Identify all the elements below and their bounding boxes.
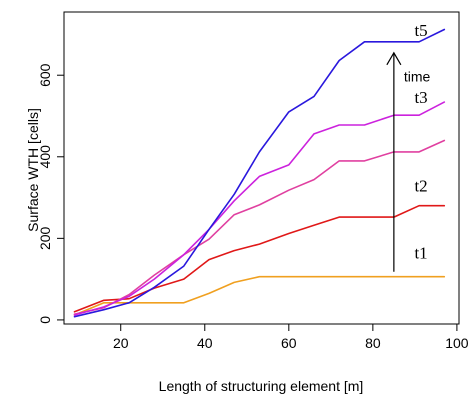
series-label-t2: t2 [414,177,427,196]
x-tick-label: 60 [281,335,297,351]
x-tick-label: 100 [445,335,469,351]
annotation-layer: time [386,51,431,272]
series-layer: t1 t2 t3 t5 [73,21,446,318]
y-axis: 0 200 400 600 [37,63,64,324]
y-tick-label: 400 [37,145,53,169]
series-label-t5: t5 [414,21,427,40]
x-axis: 20 40 60 80 100 [113,324,469,351]
y-axis-title: Surface WTH [cells] [25,108,41,232]
time-label: time [404,68,431,84]
series-line-t5 [73,28,446,318]
series-line-series-3 [73,139,446,316]
y-tick-label: 200 [37,226,53,250]
series-line-t2 [73,204,446,313]
series-label-t3: t3 [414,88,427,107]
y-tick-label: 600 [37,63,53,87]
series-line-t1 [73,275,446,316]
series-line-t3 [73,101,446,316]
x-tick-label: 40 [197,335,213,351]
x-tick-label: 80 [365,335,381,351]
y-tick-label: 0 [37,316,53,324]
x-tick-label: 20 [113,335,129,351]
x-axis-title: Length of structuring element [m] [159,378,364,394]
time-arrow-head [386,51,402,66]
series-label-t1: t1 [414,244,427,263]
plot-frame [63,11,460,325]
